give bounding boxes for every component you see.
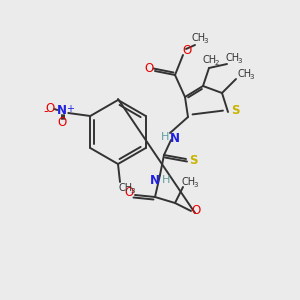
Text: CH: CH: [119, 183, 133, 193]
Text: CH: CH: [203, 55, 217, 65]
Text: 3: 3: [204, 38, 208, 44]
Text: +: +: [66, 104, 74, 114]
Text: H: H: [162, 175, 170, 185]
Text: 3: 3: [194, 182, 198, 188]
Text: N: N: [150, 173, 160, 187]
Text: 3: 3: [131, 188, 135, 194]
Text: O: O: [191, 205, 201, 218]
Text: CH: CH: [226, 53, 240, 63]
Text: O: O: [144, 61, 154, 74]
Text: O: O: [46, 101, 55, 115]
Text: O: O: [58, 116, 67, 130]
Text: N: N: [170, 131, 180, 145]
Text: CH: CH: [238, 69, 252, 79]
Text: 2: 2: [215, 60, 219, 66]
Text: CH: CH: [182, 177, 196, 187]
Text: N: N: [57, 104, 67, 118]
Text: 3: 3: [250, 74, 254, 80]
Text: -: -: [43, 106, 47, 118]
Text: H: H: [161, 132, 169, 142]
Text: S: S: [231, 104, 239, 118]
Text: CH: CH: [192, 33, 206, 43]
Text: O: O: [124, 187, 134, 200]
Text: O: O: [182, 44, 192, 58]
Text: 3: 3: [238, 58, 242, 64]
Text: S: S: [189, 154, 197, 167]
